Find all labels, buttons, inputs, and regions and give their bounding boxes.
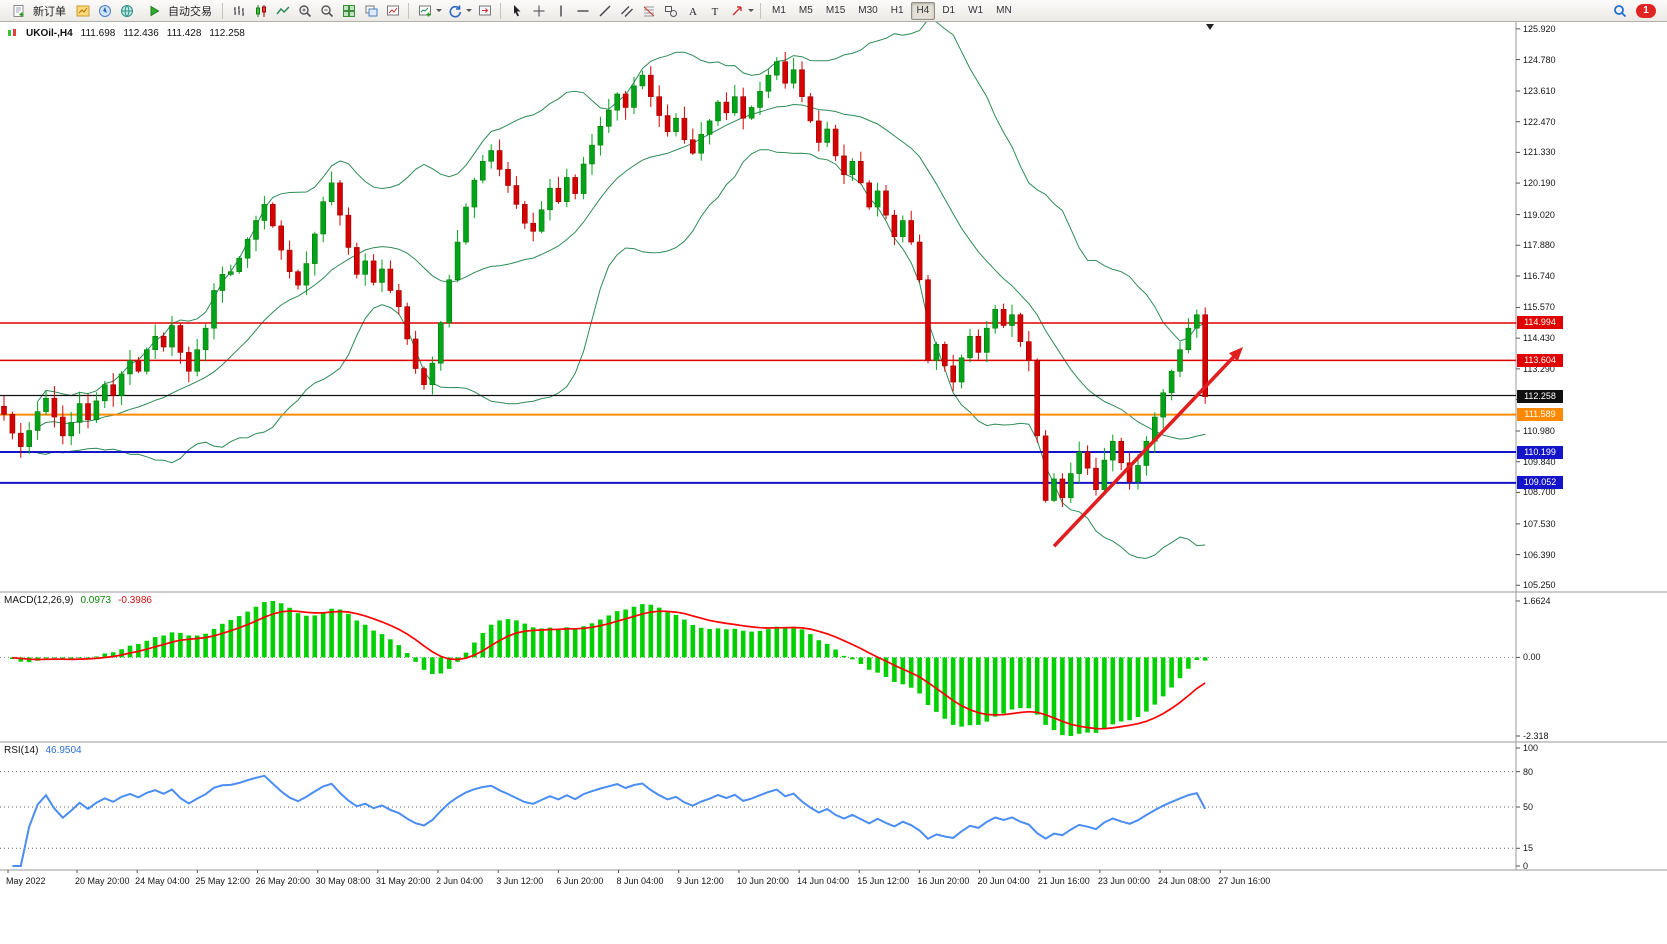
new-order-label: 新订单	[33, 5, 66, 18]
label-icon[interactable]: T	[704, 2, 725, 20]
search-icon[interactable]	[1609, 2, 1630, 20]
zoom-out-icon[interactable]	[316, 2, 337, 20]
timeframe-button-h4[interactable]: H4	[910, 1, 936, 20]
zoom-in-icon[interactable]	[294, 2, 315, 20]
timeframe-button-m1[interactable]: M1	[772, 4, 786, 16]
crosshair-icon[interactable]	[528, 2, 549, 20]
notification-badge[interactable]: 1	[1636, 3, 1656, 18]
text-icon[interactable]: A	[682, 2, 703, 20]
toolbar-separator	[408, 2, 409, 19]
chevron-down-icon[interactable]	[466, 9, 472, 12]
svg-text:T: T	[711, 6, 718, 18]
candlestick-icon[interactable]	[250, 2, 271, 20]
ohlc-open: 111.698	[80, 27, 116, 39]
auto-trading-button[interactable]: 自动交易	[138, 2, 217, 20]
ohlc-high: 112.436	[123, 27, 159, 39]
macd-panel-label: MACD(12,26,9) 0.0973 -0.3986	[4, 595, 152, 606]
trend-arrow-head[interactable]	[1229, 347, 1243, 362]
rsi-line	[12, 774, 1207, 867]
profiles-icon[interactable]	[444, 2, 465, 20]
timeframe-button-m30[interactable]: M30	[858, 4, 878, 16]
svg-text:A: A	[689, 6, 697, 18]
bollinger-upper	[37, 19, 1206, 402]
timeframe-button-mn[interactable]: MN	[996, 4, 1012, 16]
macd-main-value: 0.0973	[80, 595, 112, 606]
ohlc-close: 112.258	[209, 27, 245, 39]
macd-histogram	[10, 601, 1208, 736]
bollinger-middle	[37, 103, 1206, 440]
timeframe-button-h1[interactable]: H1	[890, 4, 904, 16]
fibonacci-icon[interactable]	[638, 2, 659, 20]
chart-shift-icon[interactable]	[474, 2, 495, 20]
symbol-icon	[6, 27, 18, 39]
timeframe-button-d1[interactable]: D1	[942, 4, 956, 16]
vertical-line-icon[interactable]	[550, 2, 571, 20]
ohlc-low: 111.428	[166, 27, 202, 39]
candles	[1, 51, 1208, 507]
terminal-icon[interactable]	[116, 2, 137, 20]
tile-windows-icon[interactable]	[338, 2, 359, 20]
chart-shift-marker[interactable]	[1206, 24, 1214, 30]
auto-trading-icon	[143, 2, 164, 20]
channel-icon[interactable]	[616, 2, 637, 20]
rsi-name: RSI(14)	[4, 745, 39, 756]
cursor-icon[interactable]	[506, 2, 527, 20]
toolbar-separator	[760, 2, 761, 19]
navigator-icon[interactable]	[94, 2, 115, 20]
chevron-down-icon[interactable]	[436, 9, 442, 12]
cascade-windows-icon[interactable]	[360, 2, 381, 20]
trend-arrow[interactable]	[1052, 352, 1239, 548]
chart-header: UKOil-,H4 111.698 112.436 111.428 112.25…	[6, 27, 245, 39]
timeframe-button-m5[interactable]: M5	[798, 4, 813, 16]
macd-signal-line	[12, 610, 1206, 730]
symbol-period: UKOil-,H4	[26, 27, 73, 39]
trendline-icon[interactable]	[594, 2, 615, 20]
new-chart-icon[interactable]	[414, 2, 435, 20]
arrange-windows-icon[interactable]	[382, 2, 403, 20]
auto-trading-label: 自动交易	[168, 5, 212, 18]
new-order-button[interactable]: 新订单	[3, 2, 71, 20]
chevron-down-icon[interactable]	[748, 9, 754, 12]
macd-signal-value: -0.3986	[118, 595, 152, 606]
toolbar: 新订单 自动交易	[0, 0, 1667, 22]
arrows-tool-icon[interactable]	[726, 2, 747, 20]
rsi-panel-label: RSI(14) 46.9504	[4, 745, 82, 756]
horizontal-line-icon[interactable]	[572, 2, 593, 20]
macd-name: MACD(12,26,9)	[4, 595, 74, 606]
line-chart-icon[interactable]	[272, 2, 293, 20]
toolbar-separator	[222, 2, 223, 19]
rsi-value: 46.9504	[45, 745, 82, 756]
bar-chart-icon[interactable]	[228, 2, 249, 20]
bollinger-lower	[37, 149, 1206, 559]
market-watch-icon[interactable]	[72, 2, 93, 20]
timeframe-button-w1[interactable]: W1	[968, 4, 984, 16]
shapes-icon[interactable]	[660, 2, 681, 20]
toolbar-separator	[500, 2, 501, 19]
new-order-icon	[8, 2, 29, 20]
timeframe-button-m15[interactable]: M15	[825, 4, 846, 16]
